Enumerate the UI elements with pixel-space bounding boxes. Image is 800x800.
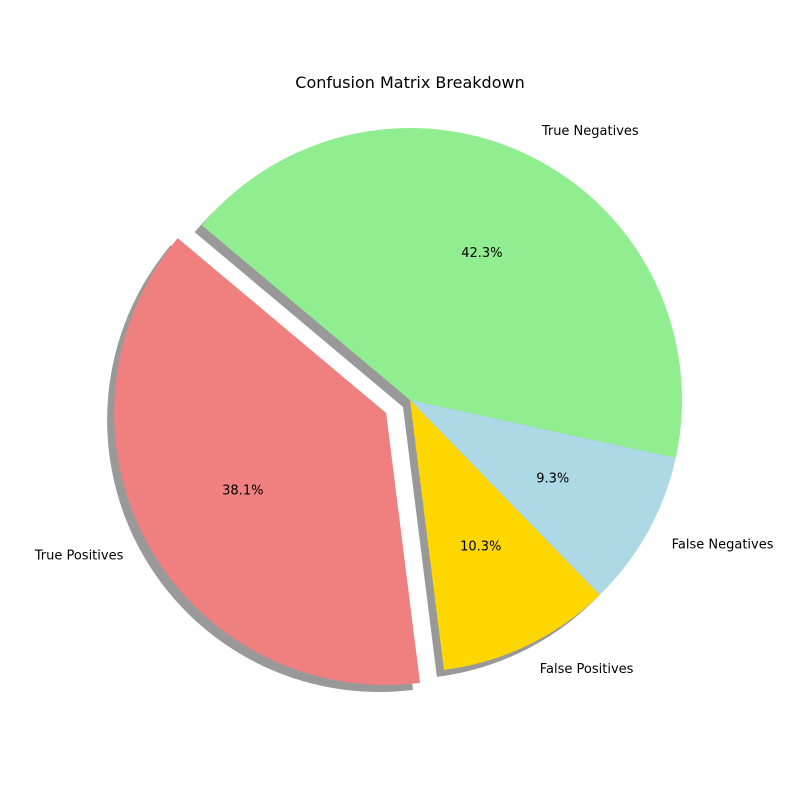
slice-true-negatives [201, 127, 683, 458]
chart-title: Confusion Matrix Breakdown [295, 73, 524, 92]
slice-true-positives [114, 238, 421, 686]
pct-label-true-negatives: 42.3% [461, 246, 502, 261]
slice-label-true-negatives: True Negatives [541, 124, 639, 139]
slice-layer [114, 127, 683, 686]
slice-label-false-positives: False Positives [540, 662, 634, 677]
pct-label-true-positives: 38.1% [222, 484, 263, 499]
slice-label-true-positives: True Positives [34, 549, 124, 564]
pct-label-false-positives: 10.3% [460, 540, 501, 555]
pct-label-false-negatives: 9.3% [536, 472, 569, 487]
slice-false-positives [410, 400, 600, 670]
label-layer: True Positives 38.1% False Positives 10.3% F… [34, 124, 774, 677]
slice-label-false-negatives: False Negatives [672, 538, 774, 553]
slice-false-negatives [410, 400, 676, 595]
